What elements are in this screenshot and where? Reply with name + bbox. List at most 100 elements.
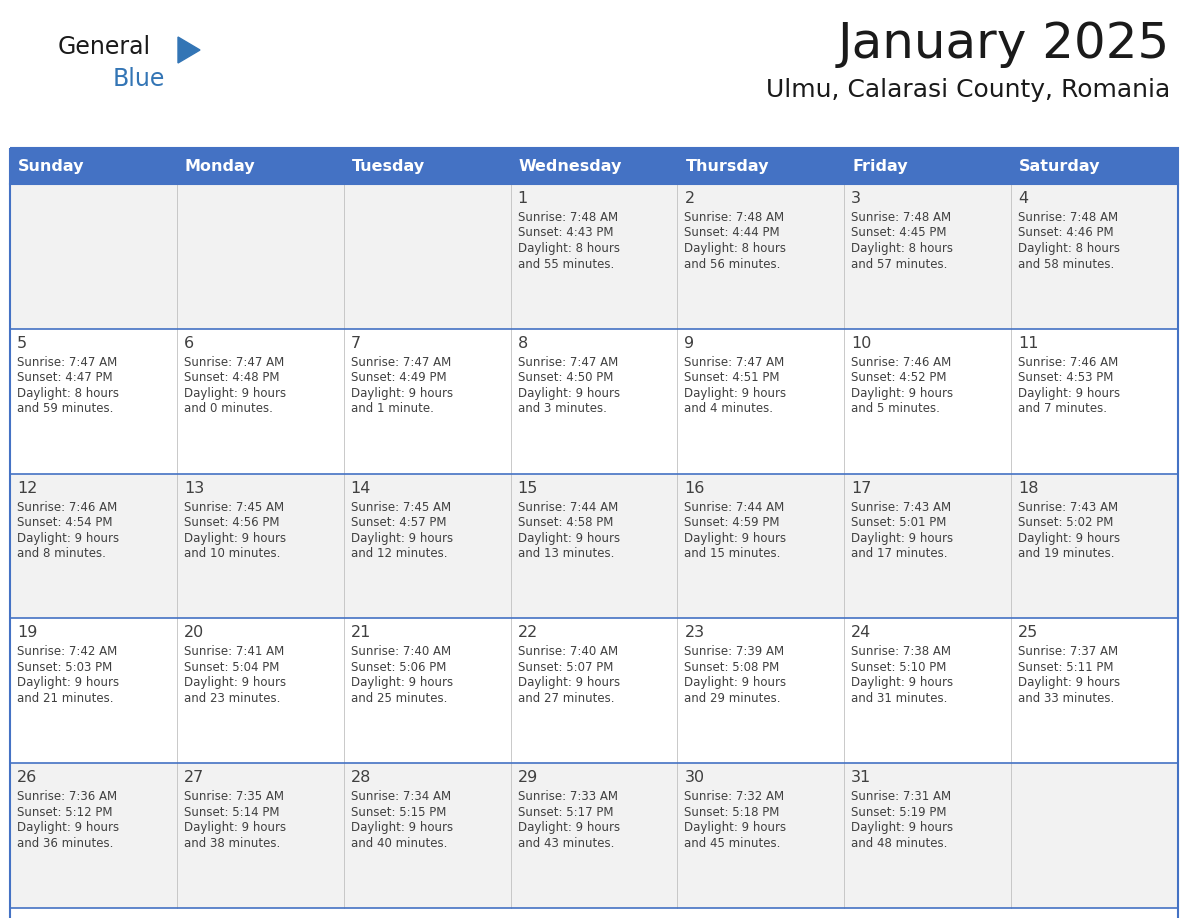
Text: Sunrise: 7:43 AM: Sunrise: 7:43 AM	[1018, 500, 1118, 513]
Text: Daylight: 8 hours: Daylight: 8 hours	[852, 242, 953, 255]
Text: Sunset: 5:14 PM: Sunset: 5:14 PM	[184, 806, 279, 819]
Text: 23: 23	[684, 625, 704, 641]
Text: and 45 minutes.: and 45 minutes.	[684, 836, 781, 850]
Text: Sunrise: 7:36 AM: Sunrise: 7:36 AM	[17, 790, 118, 803]
Text: Sunset: 4:48 PM: Sunset: 4:48 PM	[184, 371, 279, 385]
Bar	[10, 763, 1178, 908]
Text: Daylight: 9 hours: Daylight: 9 hours	[184, 386, 286, 400]
Text: and 13 minutes.: and 13 minutes.	[518, 547, 614, 560]
Text: 30: 30	[684, 770, 704, 785]
Text: Sunrise: 7:48 AM: Sunrise: 7:48 AM	[518, 211, 618, 224]
Text: and 25 minutes.: and 25 minutes.	[350, 692, 447, 705]
Text: Sunrise: 7:48 AM: Sunrise: 7:48 AM	[684, 211, 784, 224]
Text: Sunset: 4:43 PM: Sunset: 4:43 PM	[518, 227, 613, 240]
Text: Sunrise: 7:45 AM: Sunrise: 7:45 AM	[350, 500, 450, 513]
Text: Daylight: 9 hours: Daylight: 9 hours	[184, 532, 286, 544]
Text: and 7 minutes.: and 7 minutes.	[1018, 402, 1107, 415]
Text: 5: 5	[17, 336, 27, 351]
Text: Sunrise: 7:32 AM: Sunrise: 7:32 AM	[684, 790, 784, 803]
Text: Sunrise: 7:48 AM: Sunrise: 7:48 AM	[1018, 211, 1118, 224]
Text: 1: 1	[518, 191, 527, 206]
Text: Sunset: 4:50 PM: Sunset: 4:50 PM	[518, 371, 613, 385]
Text: Sunrise: 7:46 AM: Sunrise: 7:46 AM	[852, 356, 952, 369]
Text: Ulmu, Calarasi County, Romania: Ulmu, Calarasi County, Romania	[766, 78, 1170, 102]
Text: 6: 6	[184, 336, 194, 351]
Text: Sunset: 5:15 PM: Sunset: 5:15 PM	[350, 806, 446, 819]
Text: Sunset: 5:07 PM: Sunset: 5:07 PM	[518, 661, 613, 674]
Text: and 58 minutes.: and 58 minutes.	[1018, 258, 1114, 271]
Text: 24: 24	[852, 625, 872, 641]
Text: 21: 21	[350, 625, 371, 641]
Text: Daylight: 9 hours: Daylight: 9 hours	[184, 822, 286, 834]
Text: 22: 22	[518, 625, 538, 641]
Bar	[10, 619, 1178, 763]
Text: 29: 29	[518, 770, 538, 785]
Text: Friday: Friday	[852, 159, 908, 174]
Text: Sunrise: 7:34 AM: Sunrise: 7:34 AM	[350, 790, 450, 803]
Text: and 5 minutes.: and 5 minutes.	[852, 402, 940, 415]
Text: and 59 minutes.: and 59 minutes.	[17, 402, 113, 415]
Text: Sunset: 4:44 PM: Sunset: 4:44 PM	[684, 227, 781, 240]
Text: Sunrise: 7:33 AM: Sunrise: 7:33 AM	[518, 790, 618, 803]
Text: 11: 11	[1018, 336, 1038, 351]
Text: Daylight: 9 hours: Daylight: 9 hours	[1018, 386, 1120, 400]
Text: Sunset: 4:58 PM: Sunset: 4:58 PM	[518, 516, 613, 529]
Text: and 19 minutes.: and 19 minutes.	[1018, 547, 1114, 560]
Text: Daylight: 9 hours: Daylight: 9 hours	[684, 386, 786, 400]
Text: and 57 minutes.: and 57 minutes.	[852, 258, 948, 271]
Text: Blue: Blue	[113, 67, 165, 91]
Text: 3: 3	[852, 191, 861, 206]
Text: Daylight: 9 hours: Daylight: 9 hours	[350, 677, 453, 689]
Text: Sunset: 5:18 PM: Sunset: 5:18 PM	[684, 806, 779, 819]
Text: Daylight: 9 hours: Daylight: 9 hours	[1018, 677, 1120, 689]
Text: 7: 7	[350, 336, 361, 351]
Text: Wednesday: Wednesday	[519, 159, 623, 174]
Text: January 2025: January 2025	[838, 20, 1170, 68]
Text: Monday: Monday	[185, 159, 255, 174]
Text: Daylight: 8 hours: Daylight: 8 hours	[17, 386, 119, 400]
Text: Daylight: 9 hours: Daylight: 9 hours	[518, 532, 620, 544]
Text: Sunset: 5:04 PM: Sunset: 5:04 PM	[184, 661, 279, 674]
Polygon shape	[178, 37, 200, 63]
Text: Sunset: 5:17 PM: Sunset: 5:17 PM	[518, 806, 613, 819]
Text: Sunset: 4:46 PM: Sunset: 4:46 PM	[1018, 227, 1114, 240]
Text: Sunrise: 7:47 AM: Sunrise: 7:47 AM	[350, 356, 451, 369]
Text: Saturday: Saturday	[1019, 159, 1100, 174]
Text: 31: 31	[852, 770, 872, 785]
Text: 25: 25	[1018, 625, 1038, 641]
Text: and 55 minutes.: and 55 minutes.	[518, 258, 614, 271]
Text: and 8 minutes.: and 8 minutes.	[17, 547, 106, 560]
Text: Sunset: 4:52 PM: Sunset: 4:52 PM	[852, 371, 947, 385]
Text: Daylight: 8 hours: Daylight: 8 hours	[1018, 242, 1120, 255]
Text: Sunset: 5:02 PM: Sunset: 5:02 PM	[1018, 516, 1113, 529]
Text: Thursday: Thursday	[685, 159, 769, 174]
Text: Sunrise: 7:37 AM: Sunrise: 7:37 AM	[1018, 645, 1118, 658]
Text: Sunset: 4:49 PM: Sunset: 4:49 PM	[350, 371, 447, 385]
Text: Daylight: 9 hours: Daylight: 9 hours	[17, 822, 119, 834]
Text: and 27 minutes.: and 27 minutes.	[518, 692, 614, 705]
Text: and 10 minutes.: and 10 minutes.	[184, 547, 280, 560]
Text: 8: 8	[518, 336, 527, 351]
Text: Sunset: 5:12 PM: Sunset: 5:12 PM	[17, 806, 113, 819]
Text: Daylight: 9 hours: Daylight: 9 hours	[852, 677, 954, 689]
Text: and 17 minutes.: and 17 minutes.	[852, 547, 948, 560]
Text: Sunrise: 7:45 AM: Sunrise: 7:45 AM	[184, 500, 284, 513]
Text: Sunset: 5:11 PM: Sunset: 5:11 PM	[1018, 661, 1113, 674]
Text: Sunset: 4:47 PM: Sunset: 4:47 PM	[17, 371, 113, 385]
Text: and 56 minutes.: and 56 minutes.	[684, 258, 781, 271]
Text: Sunrise: 7:47 AM: Sunrise: 7:47 AM	[184, 356, 284, 369]
Text: 19: 19	[17, 625, 37, 641]
Text: and 36 minutes.: and 36 minutes.	[17, 836, 113, 850]
Text: General: General	[58, 35, 151, 59]
Text: 2: 2	[684, 191, 695, 206]
Text: 27: 27	[184, 770, 204, 785]
Text: Tuesday: Tuesday	[352, 159, 425, 174]
Text: 9: 9	[684, 336, 695, 351]
Text: Sunset: 4:54 PM: Sunset: 4:54 PM	[17, 516, 113, 529]
Text: Sunset: 5:19 PM: Sunset: 5:19 PM	[852, 806, 947, 819]
Text: Sunset: 4:57 PM: Sunset: 4:57 PM	[350, 516, 447, 529]
Text: Sunset: 5:01 PM: Sunset: 5:01 PM	[852, 516, 947, 529]
Text: and 48 minutes.: and 48 minutes.	[852, 836, 948, 850]
Text: Sunrise: 7:40 AM: Sunrise: 7:40 AM	[518, 645, 618, 658]
Text: Sunrise: 7:44 AM: Sunrise: 7:44 AM	[684, 500, 785, 513]
